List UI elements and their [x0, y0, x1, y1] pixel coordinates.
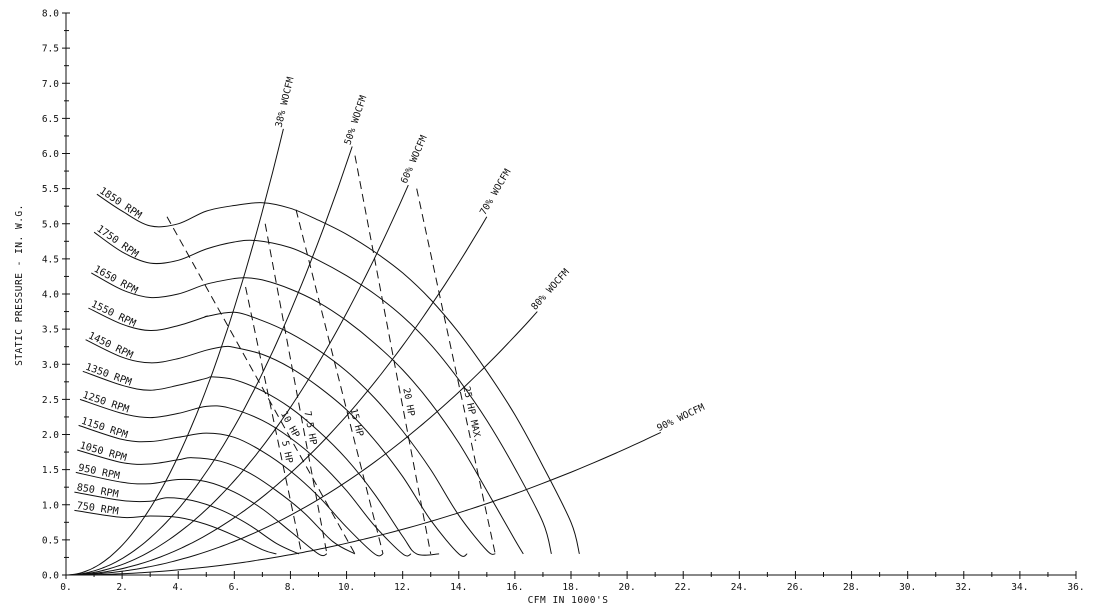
- fan-curve-1650-rpm: [91, 272, 524, 555]
- system-curve-90pct-wocfm: [65, 431, 662, 576]
- y-axis-title: STATIC PRESSURE - IN. W.G.: [14, 204, 25, 366]
- x-tick-label: 28.: [843, 582, 860, 593]
- system-curve-label: 50% WOCFM: [343, 94, 370, 147]
- y-tick-label: 1.5: [42, 465, 59, 476]
- system-curve-38pct-wocfm: [65, 128, 284, 576]
- system-curve-label: 38% WOCFM: [274, 76, 297, 129]
- y-tick-label: 6.0: [42, 149, 59, 160]
- y-tick-label: 5.0: [42, 219, 59, 230]
- fan-curve-label: 1850 RPM: [97, 186, 143, 222]
- y-tick-label: 3.0: [42, 360, 59, 371]
- system-curve-70pct-wocfm: [65, 216, 488, 576]
- x-tick-label: 26.: [787, 582, 804, 593]
- hp-curve-label: 15 HP: [348, 407, 366, 438]
- system-curve-80pct-wocfm: [65, 311, 538, 576]
- x-tick-label: 36.: [1067, 582, 1084, 593]
- x-tick-label: 30.: [899, 582, 916, 593]
- y-tick-label: 7.0: [42, 79, 59, 90]
- fan-curve-label: 850 RPM: [76, 482, 119, 500]
- fan-curve-label: 750 RPM: [76, 500, 119, 517]
- fan-curve-1350-rpm: [82, 370, 440, 556]
- fan-curve-850-rpm: [74, 491, 300, 555]
- x-tick-label: 6.: [229, 582, 240, 593]
- fan-curve-label: 1750 RPM: [94, 224, 140, 261]
- system-curve-60pct-wocfm: [65, 184, 409, 576]
- fan-curve-label: 1550 RPM: [89, 299, 137, 330]
- x-tick-label: 0.: [60, 582, 71, 593]
- hp-curve-label: 25 HP MAX.: [460, 385, 483, 443]
- axes: 0. 2. 4. 6. 8. 10. 12. 14. 16. 18. 20. 22. 24. 26. 28.…: [42, 9, 1085, 594]
- x-tick-label: 22.: [675, 582, 692, 593]
- hp-curve-25-hp-max: [416, 188, 496, 555]
- y-tick-label: 6.5: [42, 114, 59, 125]
- x-tick-label: 14.: [450, 582, 467, 593]
- fan-curve-950-rpm: [75, 471, 328, 557]
- fan-curve-label: 1650 RPM: [92, 264, 140, 297]
- x-tick-label: 8.: [285, 582, 296, 593]
- system-curve-label: 60% WOCFM: [399, 134, 430, 186]
- y-tick-label: 7.5: [42, 44, 59, 55]
- x-tick-label: 34.: [1011, 582, 1028, 593]
- x-tick-label: 32.: [955, 582, 972, 593]
- fan-curve-1550-rpm: [88, 307, 496, 555]
- x-tick-label: 24.: [731, 582, 748, 593]
- hp-curve-15-hp: [295, 209, 384, 555]
- y-tick-label: 2.5: [42, 395, 59, 406]
- x-tick-label: 10.: [338, 582, 355, 593]
- y-tick-label: 0.0: [42, 571, 59, 582]
- hp-curve-20-hp: [354, 155, 432, 555]
- x-tick-label: 16.: [506, 582, 523, 593]
- fan-curve-label: 950 RPM: [77, 463, 121, 483]
- y-tick-label: 0.5: [42, 535, 59, 546]
- hp-curve-7-5-hp: [264, 223, 328, 555]
- y-tick-label: 1.0: [42, 500, 59, 511]
- hp-curves: [166, 155, 496, 555]
- x-tick-label: 12.: [394, 582, 411, 593]
- fan-curve-label: 1350 RPM: [84, 362, 133, 389]
- fan-curves: [74, 193, 580, 557]
- hp-curve-label: 5 HP: [279, 440, 295, 465]
- hp-curve-5-hp: [245, 286, 303, 555]
- fan-curve-1050-rpm: [77, 449, 356, 555]
- fan-curve-label: 1050 RPM: [78, 440, 127, 464]
- y-tick-label: 5.5: [42, 184, 59, 195]
- fan-curve-label: 1250 RPM: [81, 390, 130, 416]
- fan-curve-1150-rpm: [78, 424, 384, 557]
- x-tick-label: 4.: [172, 582, 183, 593]
- fan-curve-1850-rpm: [96, 193, 580, 555]
- y-tick-label: 4.5: [42, 254, 59, 265]
- hp-curve-label: 20 HP: [400, 387, 416, 417]
- system-curve-label: 80% WOCFM: [529, 267, 572, 313]
- system-curves: [65, 128, 662, 576]
- x-tick-label: 18.: [562, 582, 579, 593]
- system-curve-label: 70% WOCFM: [478, 167, 514, 217]
- x-tick-label: 2.: [116, 582, 127, 593]
- fan-curve-label: 1450 RPM: [86, 330, 134, 361]
- y-tick-label: 4.0: [42, 290, 59, 301]
- fan-curve-1250-rpm: [79, 398, 412, 557]
- system-curve-50pct-wocfm: [65, 146, 353, 576]
- system-curve-label: 90% WOCFM: [655, 402, 706, 434]
- fan-curve-label: 1150 RPM: [80, 416, 129, 441]
- x-axis-title: CFM IN 1000'S: [528, 595, 609, 605]
- fan-curve-1450-rpm: [85, 339, 468, 557]
- fan-curve-1750-rpm: [93, 231, 552, 555]
- hp-curve-label: 7.5 HP: [301, 410, 318, 446]
- y-tick-label: 2.0: [42, 430, 59, 441]
- y-tick-label: 8.0: [42, 9, 59, 20]
- x-tick-label: 20.: [619, 582, 636, 593]
- fan-curve-750-rpm: [74, 509, 277, 555]
- y-tick-label: 3.5: [42, 325, 59, 336]
- hp-curve-10-hp: [166, 216, 356, 555]
